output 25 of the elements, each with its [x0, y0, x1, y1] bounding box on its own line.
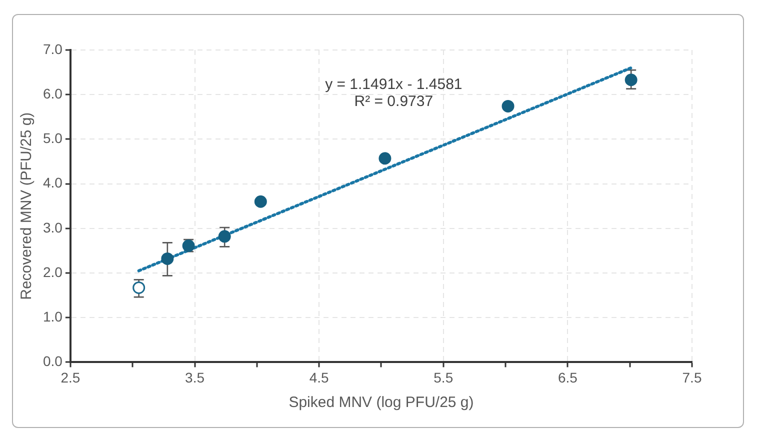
x-tick-label: 5.5 [434, 369, 454, 386]
x-tick-label: 6.5 [558, 369, 578, 386]
y-tick-label: 1.0 [42, 308, 63, 324]
x-axis-title: Spiked MNV (log PFU/25 g) [288, 394, 474, 412]
point [624, 74, 638, 86]
point [218, 230, 231, 243]
y-tick-label: 4.0 [42, 174, 63, 191]
annotation: R² = 0.9737 [354, 93, 434, 110]
x-tick-label: 3.5 [185, 369, 205, 386]
x-tick-label: 7.5 [682, 369, 702, 386]
annotation: y = 1.1491x - 1.4581 [325, 76, 462, 94]
y-tick-label: 2.0 [42, 264, 63, 280]
point [502, 100, 514, 112]
y-tick-label: 7.0 [42, 40, 63, 57]
x-tick-label: 2.5 [60, 369, 80, 386]
y-tick-label: 6.0 [42, 85, 63, 102]
y-tick-label: 0.0 [42, 353, 63, 370]
point [132, 281, 146, 294]
y-tick-label: 3.0 [42, 219, 63, 236]
point [254, 195, 267, 208]
point [161, 252, 174, 265]
y-axis-title: Recovered MNV (PFU/25 g) [18, 112, 36, 300]
x-tick-label: 4.5 [309, 369, 330, 386]
y-tick-label: 5.0 [42, 130, 63, 146]
point [378, 152, 392, 165]
